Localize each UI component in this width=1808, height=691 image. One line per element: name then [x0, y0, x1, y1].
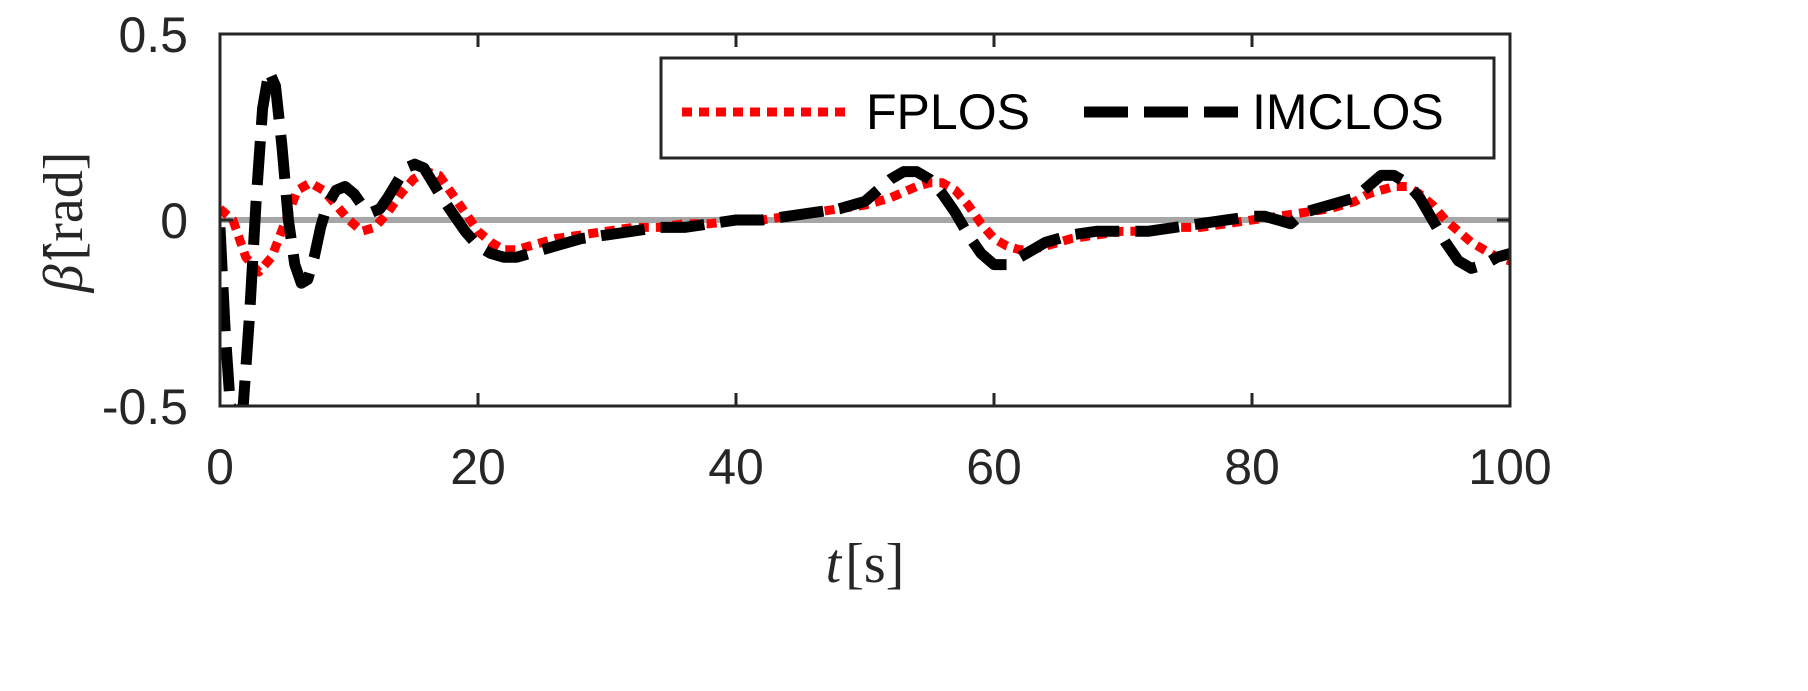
y-tick-label: 0.5: [118, 7, 188, 63]
x-axis-label-symbol: t: [826, 533, 843, 595]
x-tick-label: 100: [1468, 439, 1551, 495]
legend-label-fplos: FPLOS: [866, 84, 1030, 140]
series-layer: [220, 65, 1510, 406]
legend: FPLOS IMCLOS: [659, 56, 1496, 160]
series-line-fplos: [220, 167, 1510, 277]
x-tick-label: 60: [966, 439, 1022, 495]
series-line-imclos: [220, 65, 1510, 406]
x-tick-label: 80: [1224, 439, 1280, 495]
x-tick-label: 0: [206, 439, 234, 495]
y-tick-label: -0.5: [102, 379, 188, 435]
x-tick-label: 20: [450, 439, 506, 495]
legend-box: [659, 56, 1496, 160]
x-axis-label-unit: [s]: [845, 533, 904, 595]
y-axis-label: β̂[rad]: [33, 152, 95, 294]
x-tick-label: 40: [708, 439, 764, 495]
legend-label-imclos: IMCLOS: [1252, 84, 1444, 140]
y-axis-label-unit: [rad]: [33, 152, 95, 261]
y-tick-label: 0: [160, 193, 188, 249]
axes-layer: [218, 32, 1512, 408]
labels-layer: 0 20 40 60 80 100 -0.5 0 0.5 t[s] β̂[rad]: [33, 7, 1552, 595]
x-axis-label: t[s]: [826, 533, 905, 595]
